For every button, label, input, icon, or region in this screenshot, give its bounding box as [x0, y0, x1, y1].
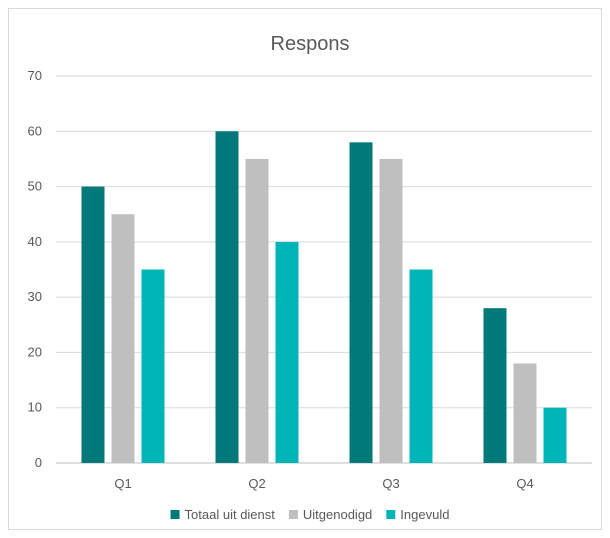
- y-tick-label: 60: [28, 123, 42, 138]
- y-tick-label: 20: [28, 344, 42, 359]
- chart-title: Respons: [271, 33, 350, 55]
- bar-q4-series-3: [543, 407, 567, 463]
- legend-label-3: Ingevuld: [400, 507, 449, 522]
- x-tick-label: Q4: [516, 476, 533, 491]
- bar-q2-series-1: [215, 131, 239, 464]
- x-axis-ticks: Q1 Q2 Q3 Q4: [114, 476, 533, 491]
- bar-q2-series-3: [275, 241, 299, 463]
- x-tick-label: Q2: [248, 476, 265, 491]
- y-tick-label: 30: [28, 289, 42, 304]
- x-tick-label: Q1: [114, 476, 131, 491]
- y-tick-label: 40: [28, 234, 42, 249]
- y-tick-label: 50: [28, 179, 42, 194]
- bars: [81, 131, 567, 464]
- bar-q1-series-1: [81, 186, 105, 464]
- legend: Totaal uit dienst Uitgenodigd Ingevuld: [170, 507, 449, 522]
- legend-swatch-1: [170, 510, 180, 519]
- bar-q2-series-2: [245, 158, 269, 463]
- y-tick-label: 0: [35, 455, 42, 470]
- bar-q4-series-2: [513, 363, 537, 463]
- bar-q4-series-1: [483, 308, 507, 463]
- legend-swatch-3: [386, 510, 396, 519]
- bar-q3-series-3: [409, 269, 433, 463]
- legend-label-1: Totaal uit dienst: [185, 507, 276, 522]
- legend-label-2: Uitgenodigd: [303, 507, 372, 522]
- legend-swatch-2: [288, 510, 298, 519]
- y-tick-label: 10: [28, 400, 42, 415]
- x-tick-label: Q3: [382, 476, 399, 491]
- bar-q3-series-1: [349, 142, 373, 464]
- gridlines: [56, 75, 592, 464]
- y-axis-ticks: 0 10 20 30 40 50 60 70: [28, 68, 42, 470]
- bar-q3-series-2: [379, 158, 403, 463]
- y-tick-label: 70: [28, 68, 42, 83]
- bar-q1-series-3: [141, 269, 165, 463]
- bar-q1-series-2: [111, 214, 135, 463]
